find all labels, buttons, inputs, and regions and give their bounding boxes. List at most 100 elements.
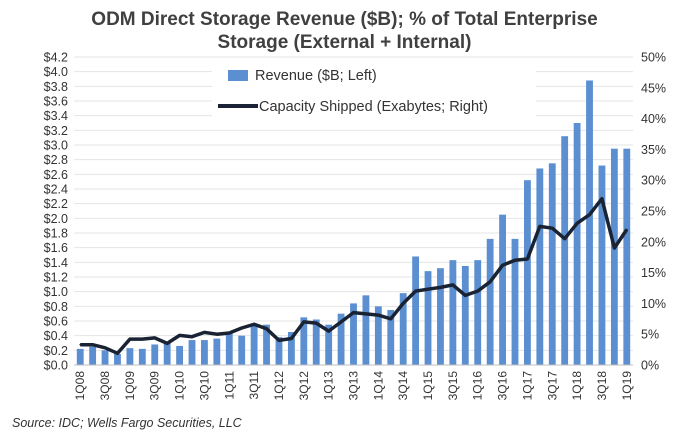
revenue-bar bbox=[573, 123, 581, 365]
y-right-tick-label: 20% bbox=[641, 235, 666, 249]
y-left-tick-label: $1.8 bbox=[44, 227, 68, 241]
capacity-line bbox=[79, 196, 629, 356]
x-tick-label: 3Q09 bbox=[148, 371, 162, 401]
revenue-bar bbox=[412, 256, 420, 365]
revenue-bar bbox=[561, 136, 569, 365]
revenue-bar bbox=[163, 343, 171, 365]
x-tick-label: 3Q18 bbox=[595, 371, 609, 401]
revenue-bar bbox=[598, 165, 606, 365]
y-right-tick-label: 30% bbox=[641, 174, 666, 188]
capacity-point bbox=[402, 302, 404, 305]
y-left-tick-label: $0.0 bbox=[44, 359, 68, 373]
capacity-point bbox=[340, 321, 342, 323]
chart-title-line-1: ODM Direct Storage Revenue ($B); % of To… bbox=[91, 9, 598, 30]
revenue-bar bbox=[263, 324, 270, 365]
capacity-point bbox=[452, 284, 454, 286]
capacity-point bbox=[625, 228, 628, 231]
revenue-bar bbox=[101, 350, 109, 365]
capacity-point bbox=[501, 264, 504, 267]
capacity-point bbox=[104, 346, 106, 349]
y-right-tick-label: 40% bbox=[641, 112, 666, 126]
revenue-bar bbox=[114, 354, 121, 365]
revenue-bar bbox=[300, 317, 308, 365]
revenue-bar bbox=[511, 238, 519, 365]
capacity-point bbox=[588, 213, 591, 216]
y-left-tick-label: $2.0 bbox=[44, 212, 68, 226]
revenue-bar bbox=[399, 293, 407, 365]
x-tick-label: 1Q09 bbox=[123, 371, 137, 401]
revenue-bar bbox=[325, 324, 333, 365]
revenue-bar bbox=[474, 260, 482, 365]
capacity-point bbox=[178, 334, 181, 337]
y-left-tick-label: $0.4 bbox=[44, 329, 68, 343]
y-right-tick-label: 0% bbox=[641, 359, 659, 373]
y-left-tick-label: $4.2 bbox=[44, 51, 68, 65]
revenue-bar bbox=[188, 340, 196, 365]
y-left-tick-label: $1.0 bbox=[44, 285, 68, 299]
revenue-bar bbox=[374, 306, 382, 365]
y-left-tick-label: $0.6 bbox=[44, 315, 68, 329]
y-left-tick-label: $3.6 bbox=[44, 95, 68, 109]
revenue-bar bbox=[287, 332, 295, 365]
x-tick-label: 1Q19 bbox=[620, 371, 634, 401]
capacity-point bbox=[278, 339, 280, 342]
x-tick-label: 1Q18 bbox=[570, 371, 584, 401]
revenue-bar bbox=[213, 338, 221, 365]
capacity-point bbox=[352, 311, 355, 314]
capacity-point bbox=[253, 323, 255, 326]
x-tick-label: 3Q13 bbox=[347, 371, 361, 401]
y-left-tick-label: $3.8 bbox=[44, 80, 68, 94]
y-left-tick-label: $2.4 bbox=[44, 183, 68, 197]
y-left-tick-label: $1.6 bbox=[44, 241, 68, 255]
y-left-tick-label: $1.2 bbox=[44, 271, 68, 285]
legend-capacity-label: Capacity Shipped (Exabytes; Right) bbox=[259, 99, 488, 115]
capacity-point bbox=[290, 337, 293, 340]
revenue-bar bbox=[201, 340, 208, 365]
capacity-point bbox=[91, 343, 94, 346]
capacity-point bbox=[116, 352, 119, 355]
revenue-bar bbox=[610, 148, 618, 365]
x-tick-label: 1Q15 bbox=[421, 371, 435, 401]
y-left-tick-label: $3.2 bbox=[44, 124, 68, 138]
revenue-bar bbox=[362, 295, 370, 365]
x-tick-label: 3Q16 bbox=[496, 371, 510, 401]
revenue-bar bbox=[424, 271, 432, 365]
legend-revenue-label: Revenue ($B; Left) bbox=[255, 68, 377, 84]
y-right-tick-label: 5% bbox=[641, 328, 659, 342]
chart-title-line-2: Storage (External + Internal) bbox=[217, 32, 472, 53]
capacity-point bbox=[526, 258, 529, 260]
revenue-bar bbox=[586, 80, 593, 365]
revenue-bar bbox=[449, 260, 457, 365]
revenue-bar bbox=[623, 148, 631, 365]
revenue-bar bbox=[548, 163, 556, 365]
y-right-tick-label: 45% bbox=[641, 81, 666, 95]
legend-box bbox=[212, 60, 536, 120]
revenue-bar bbox=[250, 324, 258, 365]
capacity-point bbox=[389, 318, 392, 320]
source-note: Source: IDC; Wells Fargo Securities, LLC bbox=[12, 416, 242, 430]
y-left-tick-label: $2.8 bbox=[44, 153, 68, 167]
x-tick-label: 1Q17 bbox=[520, 371, 534, 401]
capacity-point bbox=[203, 331, 206, 334]
capacity-point bbox=[613, 247, 616, 249]
revenue-bar bbox=[486, 238, 494, 365]
x-tick-label: 3Q08 bbox=[98, 371, 112, 401]
capacity-point bbox=[439, 286, 442, 289]
x-tick-label: 1Q11 bbox=[222, 371, 236, 400]
capacity-point bbox=[427, 288, 429, 291]
x-tick-label: 1Q13 bbox=[322, 371, 336, 401]
y-right-tick-label: 15% bbox=[641, 266, 666, 280]
capacity-point bbox=[514, 259, 516, 262]
capacity-point bbox=[216, 333, 218, 336]
capacity-point bbox=[153, 337, 156, 339]
y-right-tick-label: 25% bbox=[641, 205, 666, 219]
capacity-point bbox=[79, 343, 82, 346]
capacity-point bbox=[601, 197, 603, 200]
capacity-point bbox=[464, 294, 467, 297]
capacity-point bbox=[563, 237, 566, 240]
revenue-bar bbox=[461, 266, 469, 365]
legend-revenue-swatch bbox=[228, 70, 248, 81]
revenue-bar bbox=[499, 214, 506, 365]
revenue-bar bbox=[337, 313, 345, 365]
